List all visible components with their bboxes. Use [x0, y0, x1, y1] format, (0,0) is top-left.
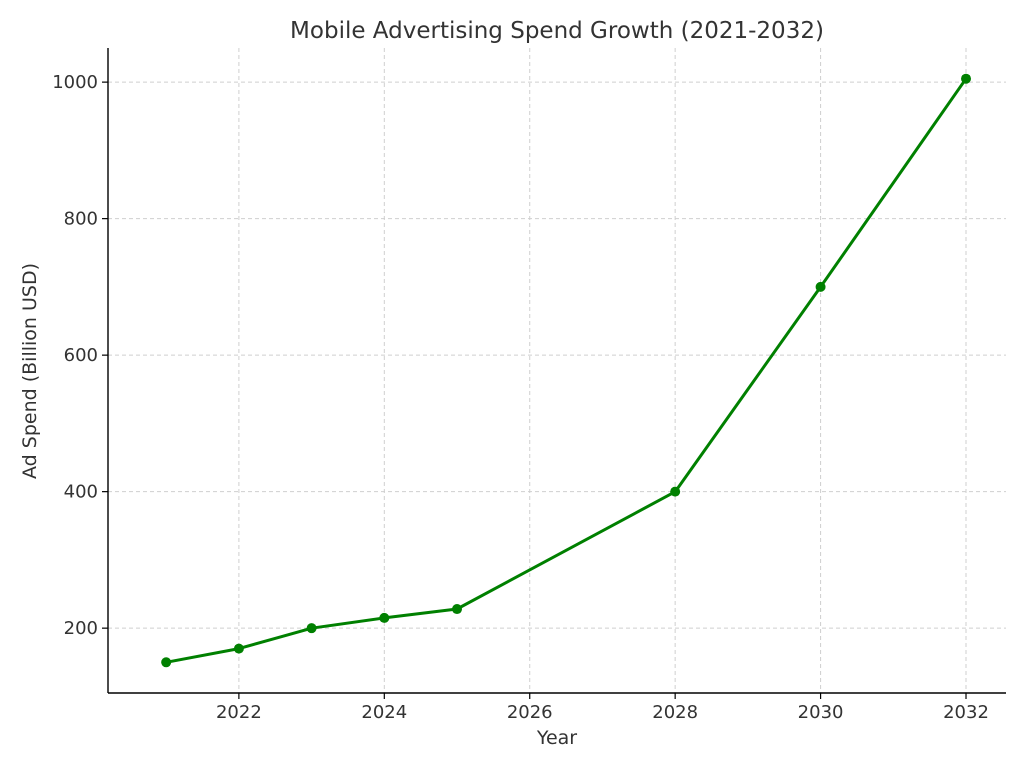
y-tick-label: 400 [64, 482, 98, 503]
chart-title: Mobile Advertising Spend Growth (2021-20… [290, 18, 824, 44]
grid [108, 48, 1006, 693]
data-point [452, 604, 463, 615]
x-tick-label: 2026 [507, 702, 553, 723]
tick-labels: 2022 2024 2026 2028 2030 2032 200 400 600 800 1000 [52, 72, 989, 723]
series [161, 73, 972, 668]
data-point [961, 73, 972, 84]
data-point [815, 281, 826, 292]
series-line [165, 77, 968, 664]
x-axis-label: Year [536, 727, 577, 749]
data-point [233, 643, 244, 654]
data-point [670, 486, 681, 497]
x-tick-label: 2022 [216, 702, 262, 723]
axes [107, 48, 1006, 694]
data-point [379, 612, 390, 623]
x-tick-label: 2032 [943, 702, 989, 723]
y-axis-label: Ad Spend (Billion USD) [19, 263, 41, 479]
x-tick-label: 2028 [652, 702, 698, 723]
y-tick-label: 1000 [52, 72, 98, 93]
y-tick-label: 200 [64, 618, 98, 639]
data-point [306, 623, 317, 634]
y-tick-label: 600 [64, 345, 98, 366]
x-tick-label: 2030 [798, 702, 844, 723]
x-tick-label: 2024 [361, 702, 407, 723]
data-point [161, 657, 172, 668]
y-tick-label: 800 [64, 209, 98, 230]
